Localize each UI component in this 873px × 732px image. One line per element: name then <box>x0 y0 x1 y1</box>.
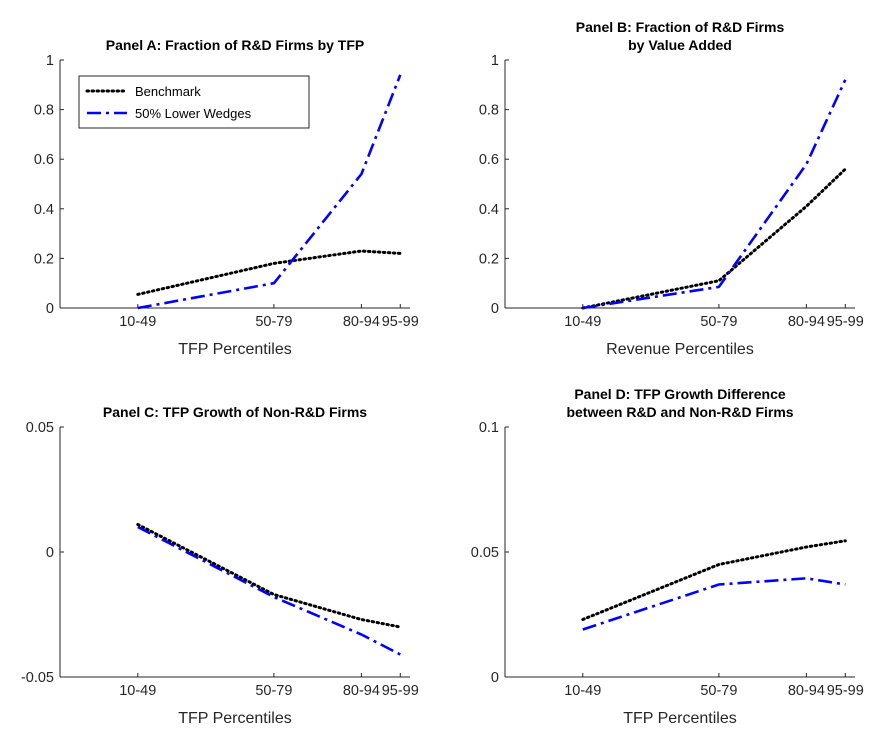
series-line-lower-wedges <box>582 79 847 310</box>
x-tick-label: 80-94 <box>788 683 825 699</box>
panel-title: by Value Added <box>628 37 732 53</box>
panel-c: Panel C: TFP Growth of Non-R&D Firms -0.0… <box>21 404 419 727</box>
y-tick-label: 0.1 <box>479 420 499 436</box>
x-tick-label: 95-99 <box>827 314 864 330</box>
legend-label: 50% Lower Wedges <box>135 106 252 121</box>
y-tick-label: 0 <box>46 545 54 561</box>
x-axis-label: TFP Percentiles <box>623 710 737 727</box>
x-tick-label: 50-79 <box>255 683 292 699</box>
y-tick-label: 1 <box>491 53 499 69</box>
x-tick-label: 10-49 <box>564 683 601 699</box>
x-tick-label: 50-79 <box>700 683 737 699</box>
x-tick-label: 50-79 <box>700 314 737 330</box>
x-tick-label: 10-49 <box>119 314 156 330</box>
legend-box <box>78 75 310 129</box>
x-axis-label: TFP Percentiles <box>178 341 292 358</box>
panel-title: between R&D and Non-R&D Firms <box>566 404 793 420</box>
series-line-lower-wedges <box>137 74 402 310</box>
panel-d: Panel D: TFP Growth Difference between R&… <box>471 386 864 727</box>
series-line-lower-wedges <box>582 576 846 631</box>
x-tick-label: 10-49 <box>119 683 156 699</box>
y-tick-label: 0.05 <box>471 545 499 561</box>
y-tick-label: 0.2 <box>34 251 54 267</box>
x-tick-label: 50-79 <box>255 314 292 330</box>
y-tick-label: 0 <box>491 301 499 317</box>
y-tick-label: 0.2 <box>479 251 499 267</box>
x-tick-label: 10-49 <box>564 314 601 330</box>
panel-b: Panel B: Fraction of R&D Firms by Value A… <box>479 19 864 358</box>
y-tick-label: 1 <box>46 53 54 69</box>
x-tick-label: 95-99 <box>382 314 419 330</box>
panel-title: Panel D: TFP Growth Difference <box>574 386 786 402</box>
y-tick-label: -0.05 <box>21 670 54 686</box>
x-axis-label: Revenue Percentiles <box>606 341 754 358</box>
y-tick-label: 0 <box>491 670 499 686</box>
series-line-benchmark <box>136 523 402 629</box>
y-tick-label: 0.8 <box>479 103 499 119</box>
y-tick-label: 0.8 <box>34 103 54 119</box>
legend-label: Benchmark <box>135 84 201 99</box>
panel-a: Panel A: Fraction of R&D Firms by TFP 0 0.… <box>34 37 419 358</box>
y-tick-label: 0.6 <box>34 152 54 168</box>
x-tick-label: 80-94 <box>788 314 825 330</box>
y-tick-label: 0 <box>46 301 54 317</box>
x-tick-label: 95-99 <box>827 683 864 699</box>
x-tick-label: 80-94 <box>343 314 380 330</box>
panel-title: Panel A: Fraction of R&D Firms by TFP <box>106 37 365 53</box>
series-line-benchmark <box>581 539 847 621</box>
y-tick-label: 0.4 <box>34 202 54 218</box>
x-tick-label: 80-94 <box>343 683 380 699</box>
y-tick-label: 0.6 <box>479 152 499 168</box>
panel-title: Panel C: TFP Growth of Non-R&D Firms <box>103 404 367 420</box>
y-tick-label: 0.05 <box>26 420 54 436</box>
legend: Benchmark 50% Lower Wedges <box>78 75 310 129</box>
panel-title: Panel B: Fraction of R&D Firms <box>576 19 785 35</box>
x-axis-label: TFP Percentiles <box>178 710 292 727</box>
series-line-lower-wedges <box>137 525 401 656</box>
series-line-benchmark <box>136 249 402 296</box>
x-tick-label: 95-99 <box>382 683 419 699</box>
series-line-benchmark <box>581 167 847 310</box>
y-tick-label: 0.4 <box>479 202 499 218</box>
